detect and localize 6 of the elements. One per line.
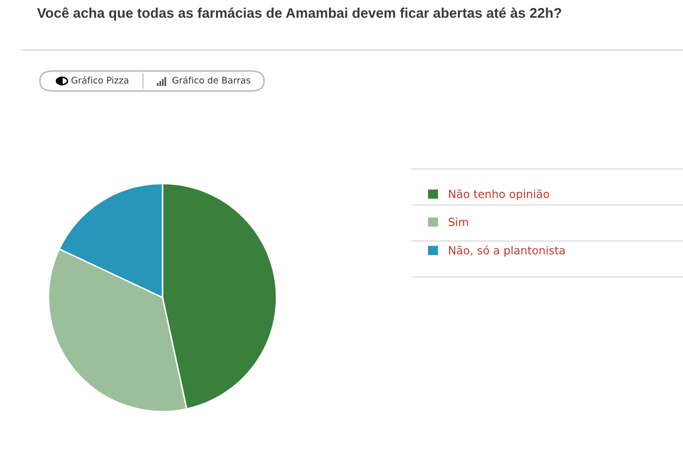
legend-label: Não tenho opinião [449,189,550,200]
text: Gráfico de Barras [172,76,250,84]
chart-title: Você acha que todas as farmácias de Amambai devem ficar abertas até às 22h? [37,7,562,21]
legend-label: Sim [448,217,468,226]
text: Gráfico Pizza [72,76,128,84]
legend-label: Não, só a plantonista [449,245,565,257]
